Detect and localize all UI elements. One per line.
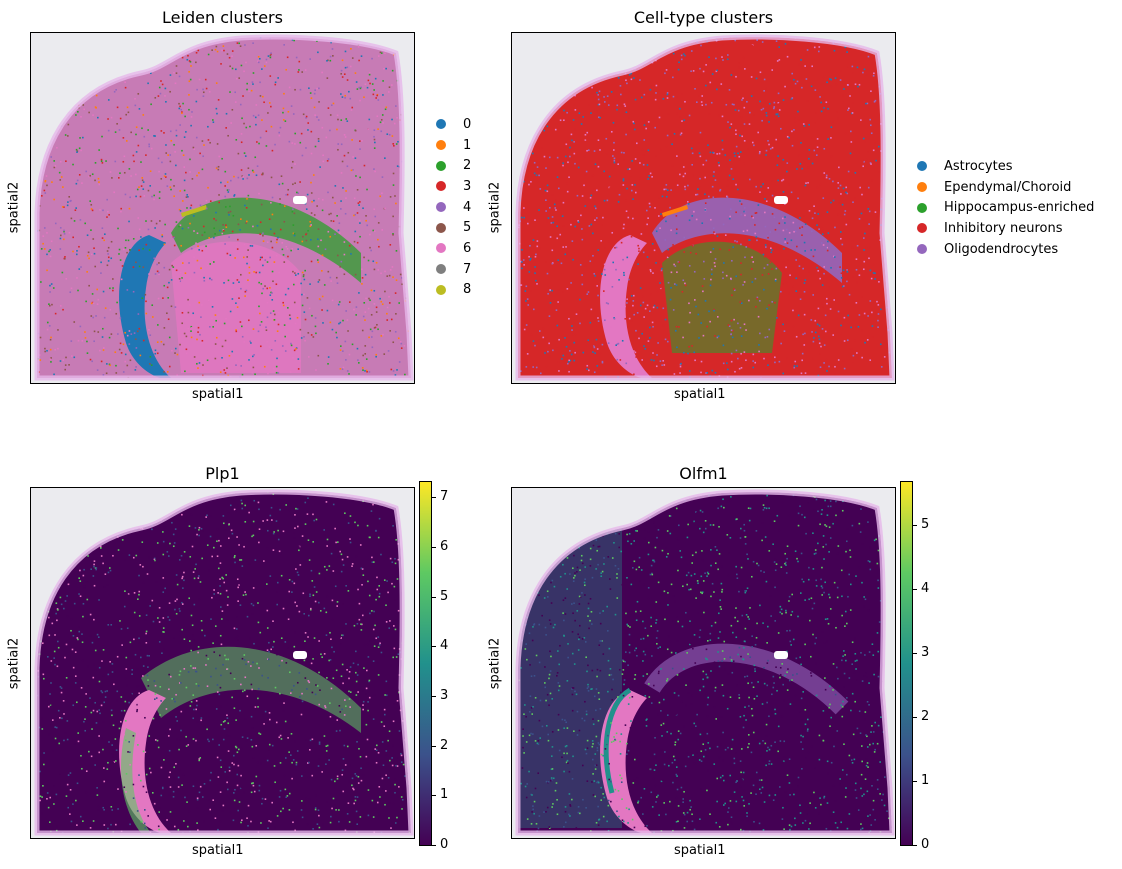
legend-item: Oligodendrocytes — [917, 239, 1094, 260]
legend-marker — [436, 160, 446, 171]
legend-label: 4 — [463, 199, 472, 215]
legend-label: 7 — [463, 261, 472, 277]
colorbar-tick-label: 2 — [912, 708, 930, 724]
legend-item: 6 — [436, 238, 471, 259]
legend-label: Ependymal/Choroid — [944, 179, 1072, 195]
legend-marker — [917, 161, 927, 172]
celltype-title: Cell-type clusters — [633, 8, 774, 27]
legend-marker — [436, 202, 446, 213]
colorbar-tick-label: 0 — [431, 837, 449, 852]
legend-marker — [436, 284, 446, 295]
leiden-title: Leiden clusters — [162, 8, 283, 27]
legend-marker — [917, 223, 927, 234]
legend-item: 5 — [436, 217, 471, 238]
plp1-xlabel: spatial1 — [192, 843, 244, 858]
legend-item: 8 — [436, 280, 471, 301]
legend-label: 3 — [463, 178, 472, 194]
colorbar-tick-label: 4 — [431, 638, 449, 654]
colorbar-tick-label: 5 — [912, 516, 930, 532]
legend-item: 0 — [436, 114, 471, 135]
colorbar-tick-label: 0 — [912, 837, 930, 852]
plp1-plot — [30, 487, 415, 839]
legend-item: 1 — [436, 135, 471, 156]
olfm1-colorbar — [900, 481, 913, 846]
legend-item: Astrocytes — [917, 156, 1094, 177]
olfm1-xlabel: spatial1 — [674, 843, 726, 858]
colorbar-tick-label: 3 — [912, 644, 930, 660]
colorbar-tick-label: 1 — [431, 787, 449, 803]
colorbar-tick-label: 2 — [431, 737, 449, 753]
legend-label: 2 — [463, 158, 472, 174]
colorbar-tick-label: 4 — [912, 580, 930, 596]
legend-marker — [436, 264, 446, 275]
leiden-xlabel: spatial1 — [192, 387, 244, 402]
colorbar-tick-label: 7 — [431, 489, 449, 505]
olfm1-ylabel: spatial2 — [487, 637, 503, 690]
leiden-plot — [30, 32, 415, 384]
legend-label: Hippocampus-enriched — [944, 200, 1095, 216]
legend-marker — [436, 119, 446, 130]
leiden-ylabel: spatial2 — [6, 181, 22, 234]
colorbar-tick-label: 3 — [431, 688, 449, 704]
legend-label: Astrocytes — [944, 158, 1013, 174]
legend-label: Inhibitory neurons — [944, 220, 1063, 236]
legend-item: Inhibitory neurons — [917, 218, 1094, 239]
legend-label: 6 — [463, 240, 472, 256]
plp1-ylabel: spatial2 — [6, 637, 22, 690]
legend-marker — [917, 202, 927, 213]
legend-label: 1 — [463, 137, 472, 153]
celltype-plot — [511, 32, 896, 384]
legend-label: 5 — [463, 220, 472, 236]
legend-label: 0 — [463, 116, 472, 132]
colorbar-tick-label: 1 — [912, 772, 930, 788]
legend-item: 7 — [436, 259, 471, 280]
plp1-tissue — [34, 489, 414, 836]
plp1-colorbar — [419, 481, 432, 846]
legend-marker — [436, 140, 446, 151]
legend-item: Ependymal/Choroid — [917, 177, 1094, 198]
celltype-legend: Astrocytes Ependymal/Choroid Hippocampus-e… — [917, 156, 1094, 259]
olfm1-tissue — [515, 489, 895, 836]
colorbar-tick-label: 6 — [431, 539, 449, 555]
legend-item: 2 — [436, 155, 471, 176]
legend-label: Oligodendrocytes — [944, 241, 1059, 257]
celltype-ylabel: spatial2 — [487, 181, 503, 234]
legend-label: 8 — [463, 282, 472, 298]
celltype-tissue — [515, 34, 895, 381]
leiden-tissue — [34, 34, 414, 381]
celltype-xlabel: spatial1 — [674, 387, 726, 402]
legend-marker — [436, 243, 446, 254]
legend-item: Hippocampus-enriched — [917, 197, 1094, 218]
legend-item: 4 — [436, 197, 471, 218]
olfm1-title: Olfm1 — [679, 464, 728, 483]
legend-marker — [436, 222, 446, 233]
colorbar-tick-label: 5 — [431, 588, 449, 604]
legend-marker — [917, 182, 927, 193]
legend-item: 3 — [436, 176, 471, 197]
leiden-legend: 0 1 2 3 4 5 6 7 8 — [436, 114, 471, 300]
legend-marker — [436, 181, 446, 192]
plp1-title: Plp1 — [205, 464, 240, 483]
legend-marker — [917, 244, 927, 255]
olfm1-plot — [511, 487, 896, 839]
